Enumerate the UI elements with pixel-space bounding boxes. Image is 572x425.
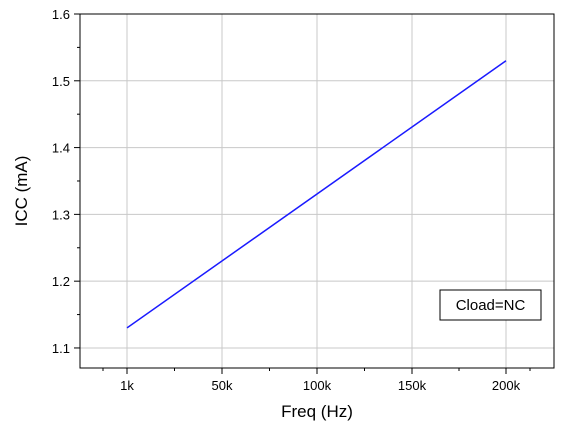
x-tick-label: 100k xyxy=(303,378,332,393)
y-tick-label: 1.1 xyxy=(52,341,70,356)
annotation-label: Cload=NC xyxy=(456,297,526,314)
series-layer xyxy=(126,60,507,329)
y-axis-title: ICC (mA) xyxy=(12,156,31,227)
series-line xyxy=(126,60,507,329)
y-tick-label: 1.2 xyxy=(52,274,70,289)
x-tick-label: 200k xyxy=(492,378,521,393)
tick-labels: 1k 50k 100k 150k 200k 1.1 1.2 1.3 1.4 1.5 1.6 xyxy=(52,7,521,393)
y-tick-label: 1.3 xyxy=(52,207,70,222)
ticks xyxy=(74,13,531,374)
x-tick-label: 50k xyxy=(212,378,233,393)
x-tick-label: 150k xyxy=(398,378,427,393)
y-tick-label: 1.6 xyxy=(52,7,70,22)
annotation-box: Cload=NC xyxy=(439,289,542,321)
y-tick-label: 1.5 xyxy=(52,74,70,89)
y-tick-label: 1.4 xyxy=(52,141,70,156)
x-tick-label: 1k xyxy=(120,378,134,393)
x-axis-title: Freq (Hz) xyxy=(281,402,353,421)
